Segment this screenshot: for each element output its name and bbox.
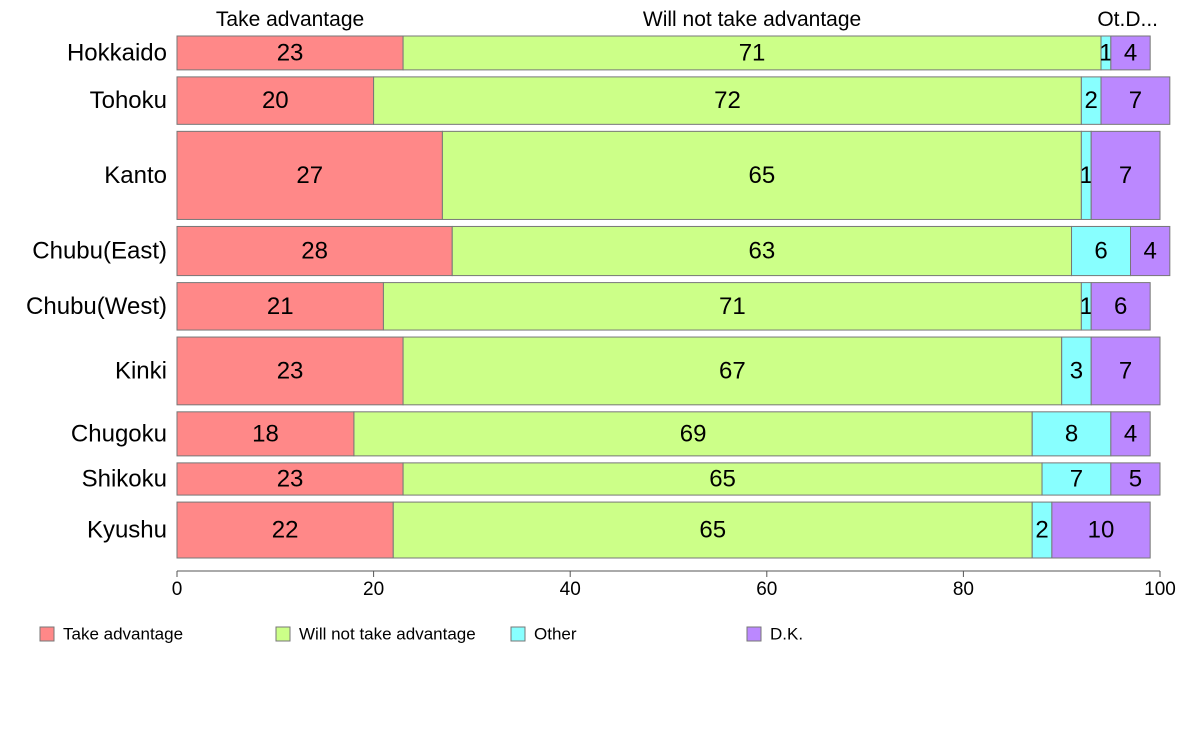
column-header: Take advantage (216, 8, 364, 31)
data-label: 6 (1114, 293, 1127, 320)
data-label: 7 (1070, 465, 1083, 492)
data-label: 7 (1119, 357, 1132, 384)
data-label: 23 (277, 39, 304, 66)
bar-segment (176, 76, 375, 125)
data-label: 10 (1088, 517, 1115, 544)
x-tick-label: 60 (756, 579, 777, 600)
legend-swatch (510, 626, 526, 642)
bar-segment (1130, 225, 1171, 277)
bar-segment (176, 282, 384, 331)
bar-segment (176, 225, 453, 277)
data-label: 2 (1035, 517, 1048, 544)
data-label: 8 (1065, 420, 1078, 447)
bar-segment (1110, 462, 1161, 496)
data-label: 5 (1129, 465, 1142, 492)
data-label: 23 (277, 465, 304, 492)
category-label: Tohoku (90, 87, 167, 114)
bar-segment (402, 336, 1063, 406)
bar-segment (1090, 282, 1151, 331)
category-label: Chubu(West) (26, 293, 167, 320)
data-label: 65 (749, 162, 776, 189)
legend-swatch (746, 626, 762, 642)
bar-segment (1090, 336, 1161, 406)
data-label: 63 (749, 238, 776, 265)
data-label: 67 (719, 357, 746, 384)
bar-segment (1100, 76, 1171, 125)
category-label: Chugoku (71, 420, 167, 447)
column-header: Ot.D... (1097, 8, 1158, 31)
data-label: 4 (1124, 39, 1137, 66)
category-label: Kanto (104, 162, 167, 189)
data-label: 72 (714, 87, 741, 114)
category-label: Kinki (115, 357, 167, 384)
data-label: 71 (739, 39, 766, 66)
bar-segment (1061, 336, 1092, 406)
legend-swatch (275, 626, 291, 642)
bar-segment (1090, 130, 1161, 220)
data-label: 22 (272, 517, 299, 544)
x-tick-label: 20 (363, 579, 384, 600)
legend-label: D.K. (770, 625, 803, 644)
data-label: 1 (1080, 162, 1093, 189)
x-tick-label: 40 (560, 579, 581, 600)
data-label: 20 (262, 87, 289, 114)
data-label: 18 (252, 420, 279, 447)
bar-segment (1110, 35, 1151, 71)
data-label: 7 (1119, 162, 1132, 189)
data-label: 2 (1085, 87, 1098, 114)
data-label: 3 (1070, 357, 1083, 384)
legend-label: Other (534, 625, 577, 644)
bar-segment (1110, 411, 1151, 457)
bar-segment (1051, 501, 1151, 559)
x-tick-label: 100 (1144, 579, 1176, 600)
data-label: 65 (709, 465, 736, 492)
bar-segment (402, 35, 1102, 71)
bar-segment (1071, 225, 1132, 277)
legend-label: Take advantage (63, 625, 183, 644)
data-label: 27 (296, 162, 323, 189)
x-tick-label: 0 (172, 579, 183, 600)
bar-segment (402, 462, 1043, 496)
data-label: 65 (699, 517, 726, 544)
bar-segment (353, 411, 1033, 457)
category-label: Kyushu (87, 517, 167, 544)
legend-swatch (39, 626, 55, 642)
category-label: Shikoku (82, 465, 167, 492)
column-header: Will not take advantage (643, 8, 861, 31)
bar-segment (176, 462, 404, 496)
x-tick-label: 80 (953, 579, 974, 600)
bar-segment (176, 336, 404, 406)
data-label: 1 (1080, 293, 1093, 320)
data-label: 4 (1143, 238, 1156, 265)
bar-segment (441, 130, 1082, 220)
bar-segment (176, 35, 404, 71)
data-label: 7 (1129, 87, 1142, 114)
data-label: 4 (1124, 420, 1137, 447)
data-label: 69 (680, 420, 707, 447)
category-label: Hokkaido (67, 39, 167, 66)
data-label: 23 (277, 357, 304, 384)
legend-label: Will not take advantage (299, 625, 476, 644)
category-label: Chubu(East) (32, 238, 167, 265)
data-label: 28 (301, 238, 328, 265)
bar-segment (176, 130, 443, 220)
bar-segment (451, 225, 1073, 277)
bar-segment (382, 282, 1082, 331)
data-label: 6 (1094, 238, 1107, 265)
data-label: 21 (267, 293, 294, 320)
data-label: 1 (1099, 39, 1112, 66)
bar-segment (373, 76, 1082, 125)
data-label: 71 (719, 293, 746, 320)
